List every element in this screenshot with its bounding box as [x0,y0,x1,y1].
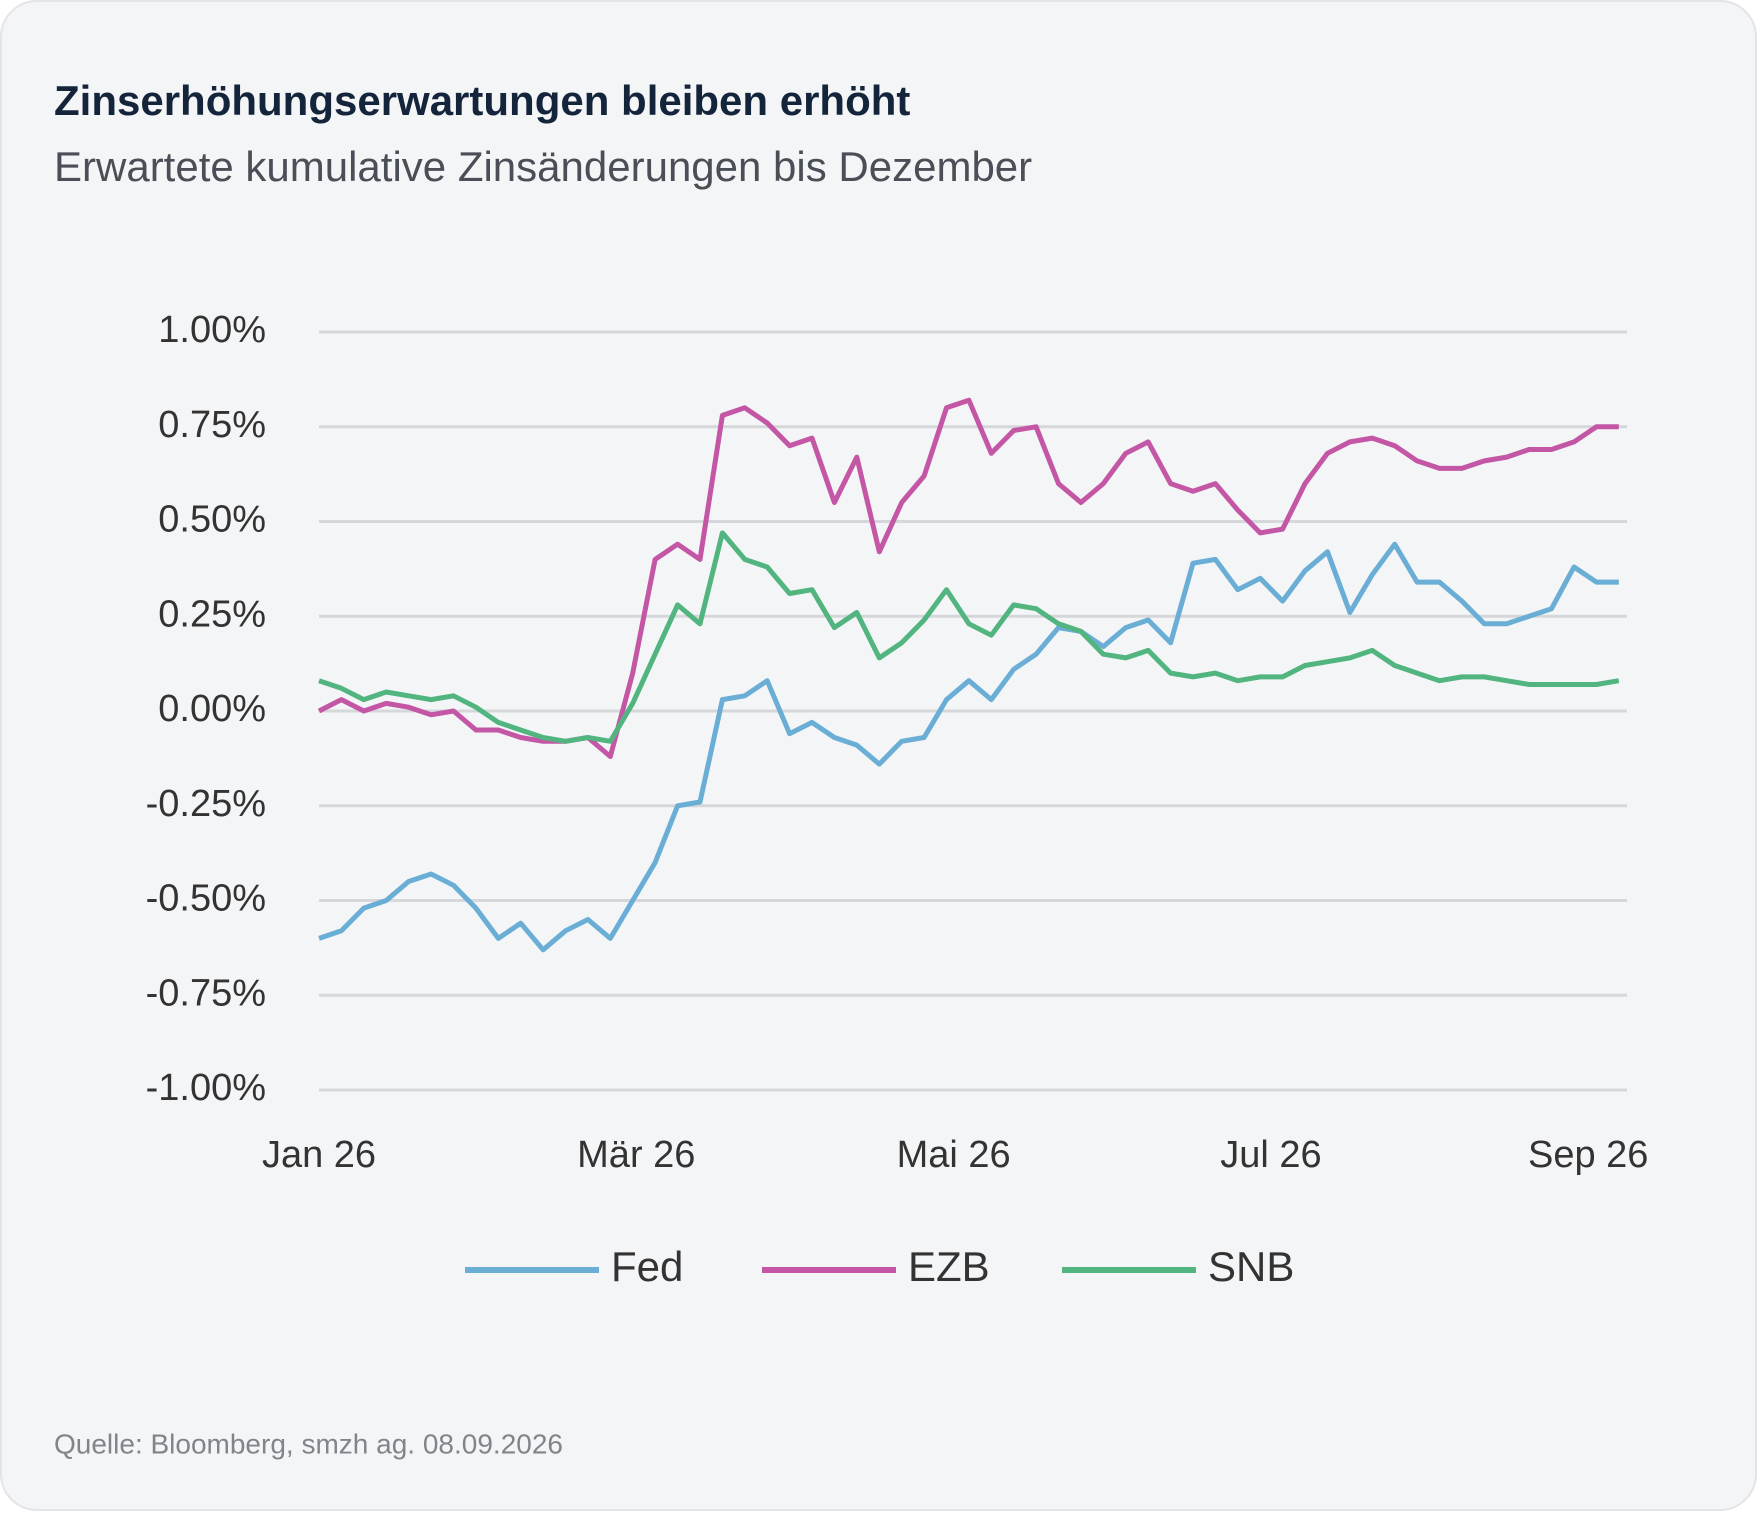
x-tick-label: Sep 26 [1528,1134,1648,1176]
series-line [317,397,1619,759]
chart-subtitle: Erwartete kumulative Zinsänderungen bis … [54,143,1032,190]
y-tick-label: -0.75% [146,972,266,1014]
legend-label: SNB [1208,1243,1294,1290]
x-tick-label: Jan 26 [262,1134,376,1176]
source-note: Quelle: Bloomberg, smzh ag. 08.09.2026 [54,1428,563,1459]
legend-label: Fed [611,1243,683,1290]
x-tick-label: Mai 26 [897,1134,1011,1176]
x-tick-label: Jul 26 [1220,1134,1321,1176]
y-tick-label: -0.50% [146,878,266,920]
chart-title: Zinserhöhungserwartungen bleiben erhöht [54,77,910,124]
y-tick-label: -0.25% [146,783,266,825]
y-tick-label: 0.25% [158,593,266,635]
legend-label: EZB [908,1243,990,1290]
y-tick-label: 0.00% [158,688,266,730]
y-tick-label: 1.00% [158,309,266,351]
y-tick-label: -1.00% [146,1067,266,1109]
series-line [318,541,1619,953]
x-tick-label: Mär 26 [577,1134,695,1176]
y-tick-label: 0.75% [158,404,266,446]
series-line [318,530,1620,744]
y-tick-label: 0.50% [158,499,266,541]
